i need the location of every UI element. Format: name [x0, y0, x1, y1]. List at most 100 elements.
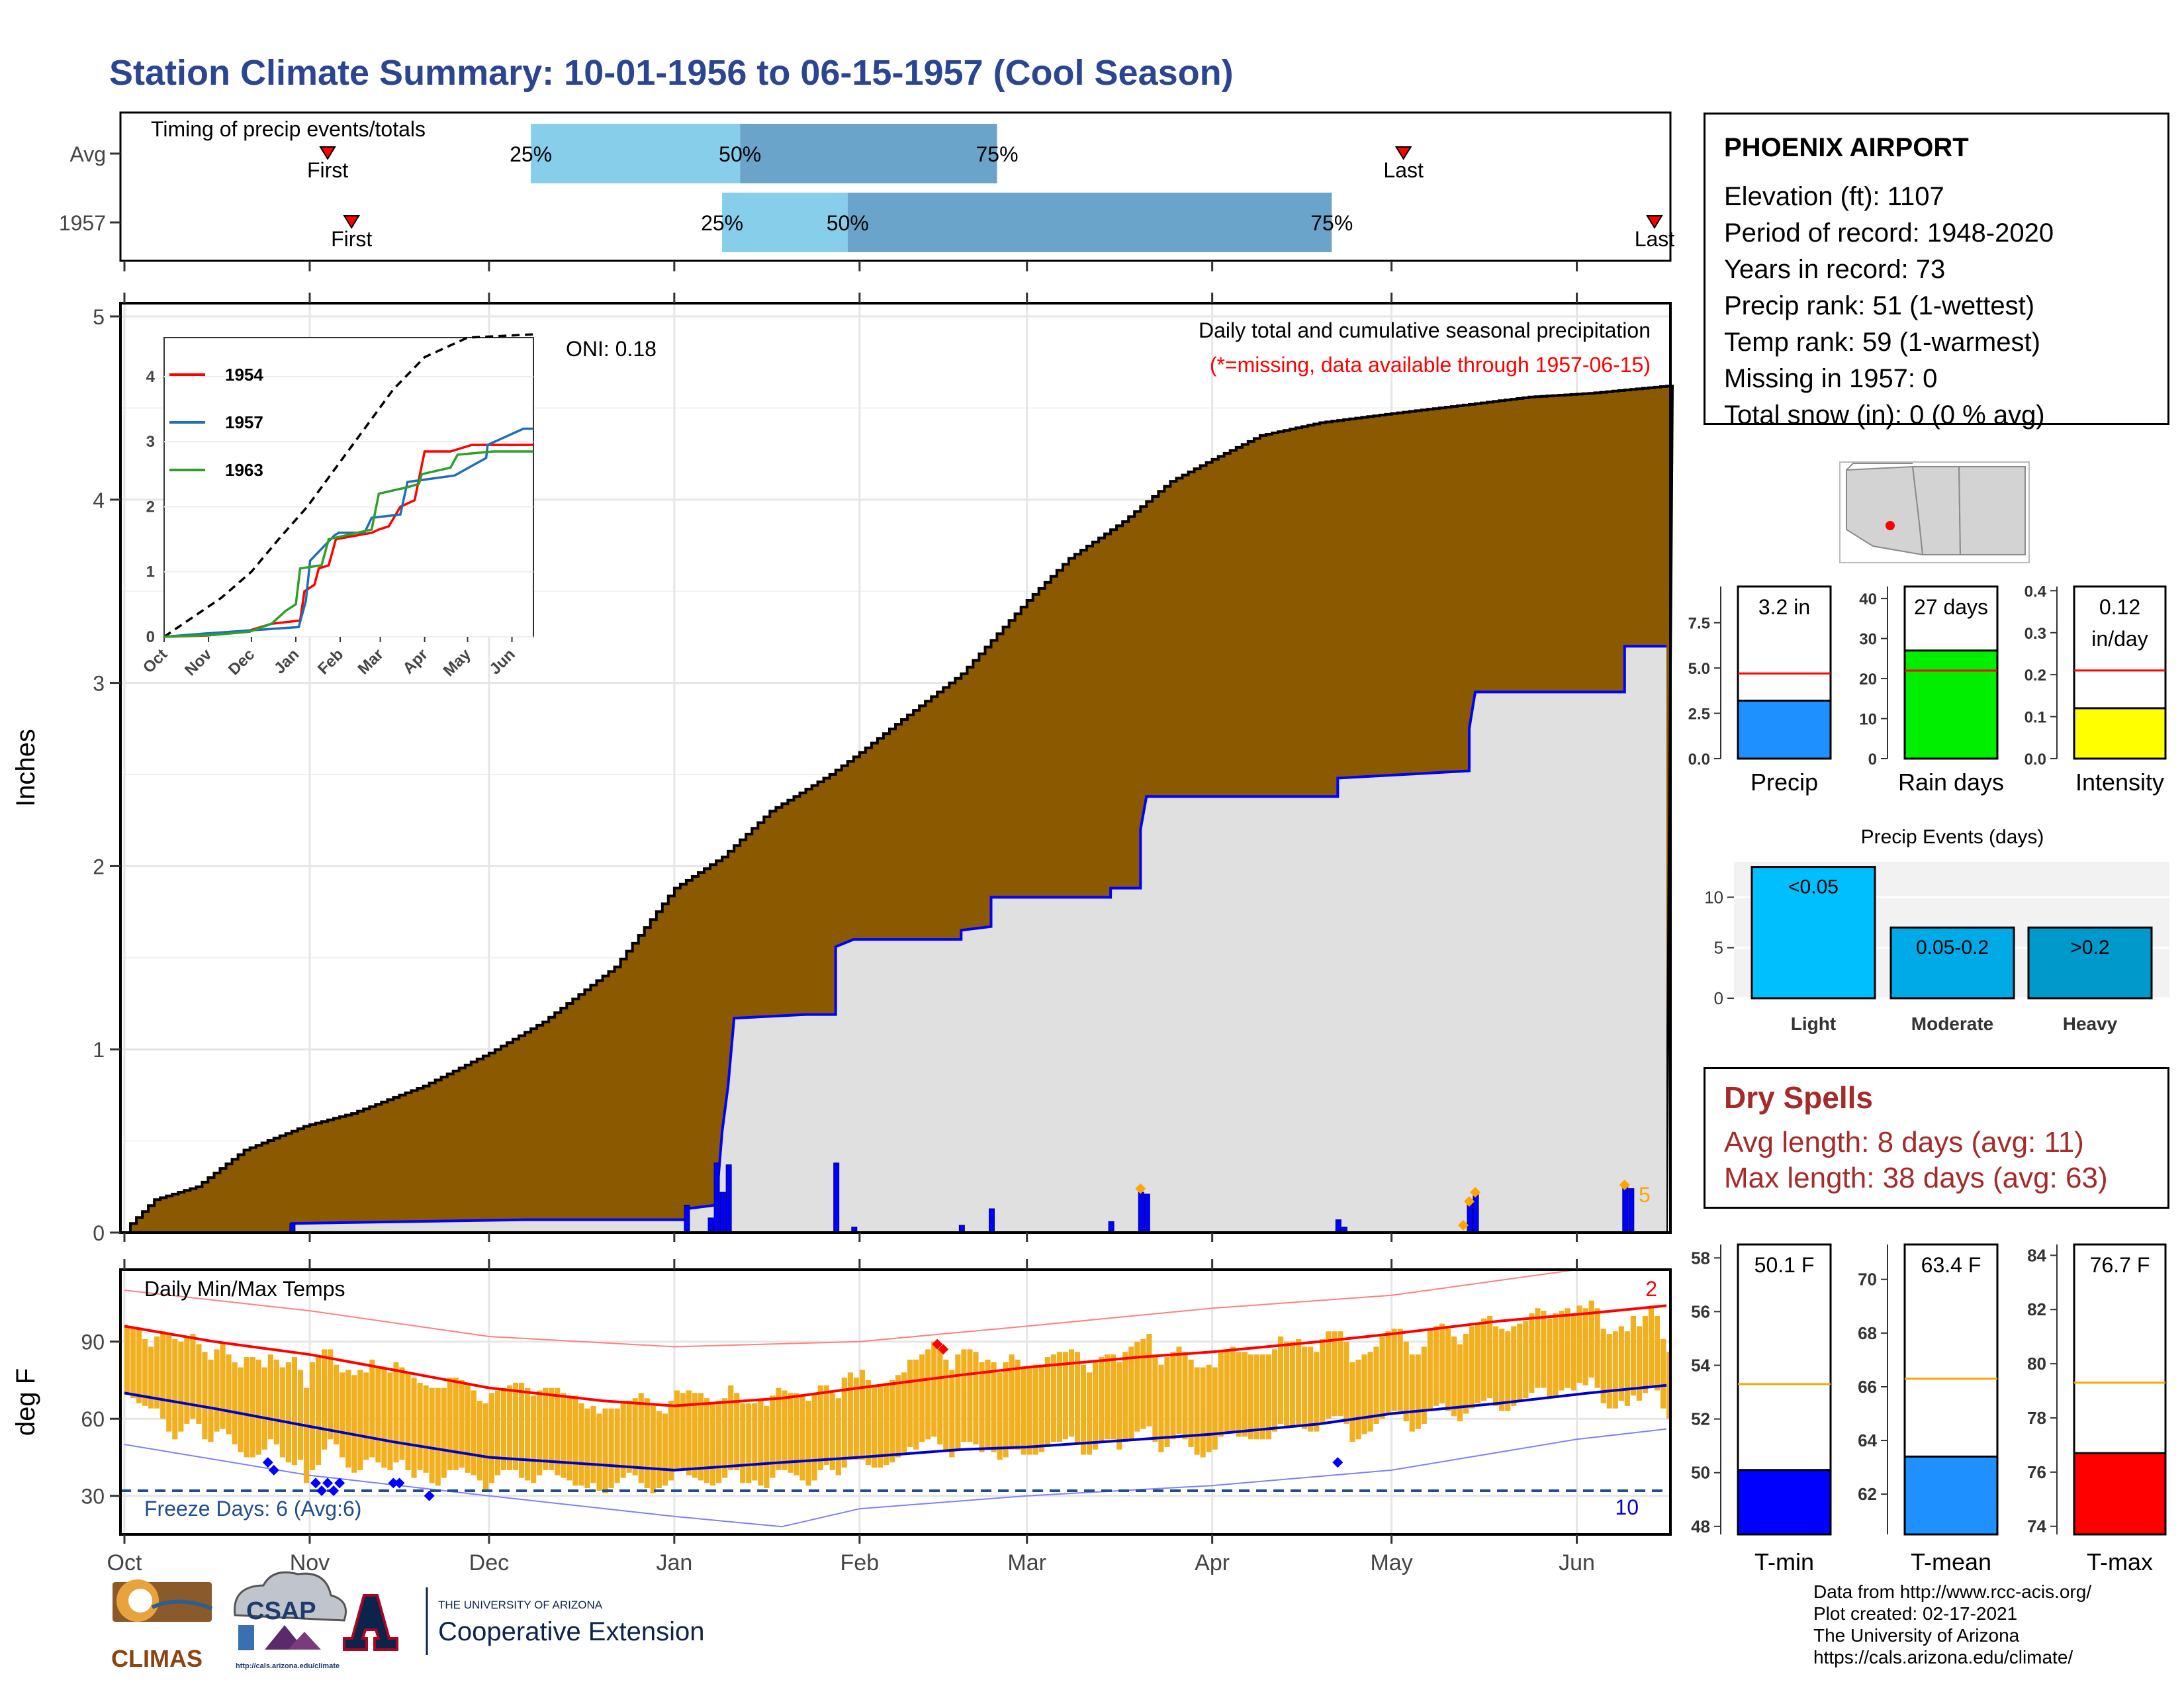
record-low-marker	[334, 1477, 345, 1489]
daily-temp-bar	[608, 1408, 614, 1489]
mini-bar-value-label: in/day	[2091, 627, 2148, 651]
daily-temp-bar	[1415, 1354, 1421, 1429]
daily-temp-bar	[943, 1359, 949, 1452]
daily-temp-bar	[340, 1372, 345, 1458]
events-category-label: Heavy	[2063, 1013, 2118, 1034]
daily-temp-bar	[638, 1393, 644, 1483]
record-low-marker	[268, 1464, 279, 1476]
daily-temp-bar	[782, 1390, 788, 1470]
daily-temp-bar	[124, 1326, 130, 1393]
summary-bar-charts: 0.0 2.5 5.0 7.5 3.2 in Precip 0 10 20 30 40 27 days…	[1688, 583, 2167, 1575]
daily-temp-bar	[513, 1382, 519, 1470]
daily-temp-bar	[1062, 1352, 1068, 1440]
mini-y-tick-label: 70	[1858, 1270, 1877, 1289]
daily-temp-bar	[991, 1362, 997, 1452]
daily-temp-bar	[1660, 1338, 1666, 1409]
daily-precip-bar	[1144, 1194, 1150, 1233]
daily-temp-bar	[817, 1385, 823, 1470]
timing-last-marker	[1394, 146, 1412, 160]
daily-temp-bar	[1547, 1318, 1553, 1399]
daily-temp-bar	[1355, 1359, 1361, 1440]
daily-temp-bar	[985, 1359, 991, 1450]
daily-temp-bar	[1499, 1329, 1505, 1411]
precip-annotation-missing: (*=missing, data available through 1957-…	[1210, 353, 1651, 377]
daily-temp-bar	[931, 1341, 937, 1437]
dry-spells-max: Max length: 38 days (avg: 63)	[1724, 1162, 2108, 1194]
daily-temp-bar	[429, 1387, 435, 1483]
daily-temp-bar	[1284, 1341, 1290, 1427]
daily-temp-bar	[859, 1370, 865, 1460]
mini-y-tick-label: 2.5	[1688, 706, 1710, 724]
timing-first-label: First	[307, 158, 348, 182]
daily-temp-bar	[578, 1403, 584, 1486]
precip-y-tick-label: 0	[93, 1221, 105, 1245]
daily-temp-bar	[656, 1411, 662, 1489]
temp-rank: Temp rank: 59 (1-warmest)	[1724, 328, 2040, 357]
timing-first-marker	[319, 146, 336, 160]
daily-temp-bar	[525, 1387, 531, 1481]
mini-y-tick-label: 80	[2027, 1354, 2046, 1374]
timing-last-label: Last	[1383, 158, 1424, 182]
daily-temp-bar	[674, 1390, 680, 1470]
precip-events-panel: Precip Events (days) 0 5 10 <0.05 Light 0.05-0…	[1704, 826, 2169, 1034]
daily-temp-bar	[297, 1370, 304, 1460]
daily-temp-bar	[1026, 1367, 1032, 1455]
daily-temp-bar	[776, 1387, 782, 1470]
daily-temp-bar	[1648, 1305, 1655, 1385]
logos: CLIMAS CSAP http://cals.arizona.edu/clim…	[111, 1571, 704, 1672]
daily-temp-bar	[172, 1338, 178, 1440]
daily-temp-bar	[1080, 1364, 1087, 1455]
daily-temp-bar	[1021, 1367, 1026, 1455]
daily-temp-bar	[1559, 1311, 1565, 1391]
daily-precip-bar	[684, 1204, 690, 1233]
daily-temp-bar	[1367, 1352, 1373, 1432]
daily-temp-bar	[399, 1367, 405, 1460]
daily-temp-bar	[1302, 1346, 1308, 1429]
daily-temp-bar	[1618, 1326, 1624, 1401]
daily-temp-bar	[1332, 1331, 1338, 1417]
daily-temp-bar	[734, 1393, 740, 1470]
daily-temp-bar	[1206, 1364, 1212, 1452]
timing-bar-50-75	[740, 124, 997, 183]
daily-temp-bar	[1170, 1352, 1176, 1440]
daily-temp-bar	[1038, 1364, 1044, 1452]
years-in-record: Years in record: 73	[1724, 255, 1946, 284]
daily-temp-bar	[1200, 1367, 1206, 1458]
daily-temp-bar	[1397, 1329, 1403, 1411]
daily-temp-bar	[405, 1372, 411, 1470]
mini-y-tick-label: 68	[1858, 1323, 1877, 1343]
daily-temp-bar	[255, 1359, 261, 1455]
mini-y-tick-label: 78	[2027, 1408, 2046, 1428]
inset-y-tick-label: 2	[146, 498, 155, 516]
daily-temp-bar	[1445, 1329, 1451, 1411]
inset-y-tick-label: 0	[146, 628, 155, 646]
daily-temp-bar	[381, 1367, 387, 1468]
daily-temp-bar	[1505, 1331, 1511, 1411]
freeze-days-label: Freeze Days: 6 (Avg:6)	[144, 1497, 361, 1521]
inset-y-tick-label: 3	[146, 433, 155, 451]
mini-y-tick-label: 84	[2027, 1245, 2046, 1265]
timing-p50-label: 50%	[827, 211, 869, 235]
daily-temp-bar	[1290, 1341, 1296, 1427]
daily-temp-bar	[1116, 1362, 1122, 1450]
daily-temp-bar	[1044, 1357, 1050, 1447]
daily-temp-bar	[315, 1357, 322, 1466]
daily-temp-bar	[788, 1393, 794, 1473]
daily-precip-bar	[725, 1164, 732, 1233]
daily-temp-bar	[919, 1354, 925, 1442]
record-low-marker	[328, 1485, 340, 1496]
daily-temp-bar	[1140, 1338, 1146, 1429]
daily-temp-bar	[261, 1367, 267, 1450]
record-precip-marker	[1470, 1187, 1481, 1198]
temps-frame	[119, 1268, 1672, 1536]
missing-days: Missing in 1957: 0	[1724, 364, 1938, 393]
daily-temp-bar	[728, 1385, 734, 1470]
daily-temp-bar	[1218, 1352, 1224, 1437]
record-precip-marker	[1463, 1196, 1475, 1207]
daily-temp-bar	[973, 1352, 979, 1445]
daily-temp-bar	[1105, 1354, 1111, 1440]
daily-temp-bar	[961, 1349, 967, 1442]
daily-temp-bar	[537, 1390, 543, 1476]
csap-url: http://cals.arizona.edu/climate	[236, 1662, 340, 1670]
daily-temp-bar	[322, 1349, 328, 1450]
